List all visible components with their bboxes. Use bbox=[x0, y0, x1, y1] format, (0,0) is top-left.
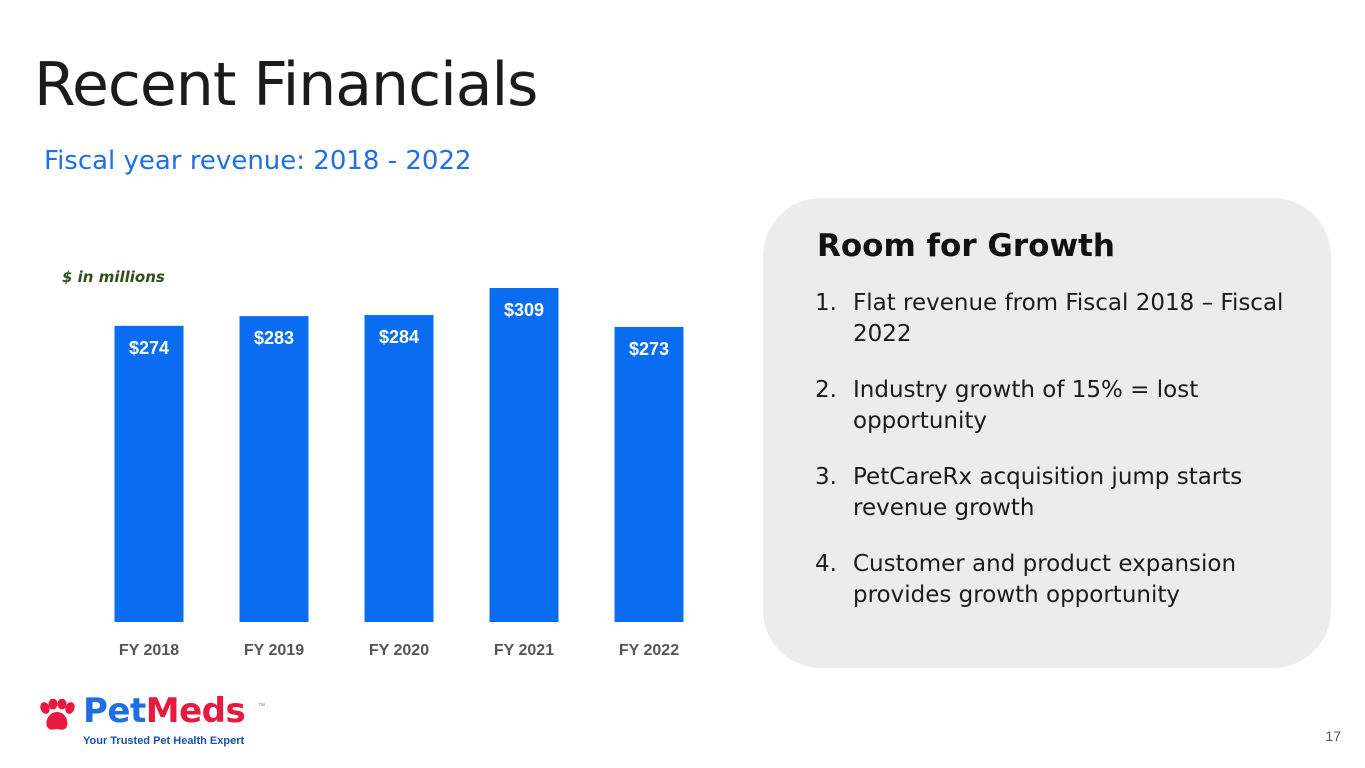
list-item-number: 2. bbox=[815, 377, 837, 403]
revenue-bar-chart-svg: $274 FY 2018 $283 FY 2019 $284 FY 2020 $309 FY … bbox=[114, 288, 684, 659]
list-item-text: Industry growth of 15% = lost opportunit… bbox=[853, 377, 1199, 434]
revenue-chart: $274 FY 2018 $283 FY 2019 $284 FY 2020 $309 FY … bbox=[50, 250, 730, 670]
bar-data-label: $309 bbox=[504, 300, 544, 320]
bar-data-label: $283 bbox=[254, 328, 294, 348]
x-tick-label: FY 2020 bbox=[369, 642, 429, 659]
petmeds-logo: PetMeds ™ Your Trusted Pet Health Expert bbox=[38, 691, 278, 751]
logo-wordmark-pet: Pet bbox=[83, 691, 146, 731]
x-tick-label: FY 2019 bbox=[244, 642, 304, 659]
list-item: 3. PetCareRx acquisition jump starts rev… bbox=[815, 462, 1285, 524]
slide-subtitle: Fiscal year revenue: 2018 - 2022 bbox=[44, 146, 472, 176]
chart-unit-note: $ in millions bbox=[62, 268, 165, 286]
bar-fy-2021 bbox=[489, 288, 559, 622]
x-tick-label: FY 2018 bbox=[119, 642, 179, 659]
growth-list: 1. Flat revenue from Fiscal 2018 – Fisca… bbox=[815, 288, 1285, 636]
page-number: 17 bbox=[1325, 728, 1341, 744]
x-tick-label: FY 2021 bbox=[494, 642, 554, 659]
list-item-number: 4. bbox=[815, 551, 837, 577]
bar-fy-2020 bbox=[364, 315, 434, 622]
logo-wordmark-meds: Meds bbox=[145, 691, 246, 731]
logo-trademark: ™ bbox=[258, 703, 265, 710]
bar-fy-2019 bbox=[239, 316, 309, 622]
list-item: 4. Customer and product expansion provid… bbox=[815, 549, 1285, 611]
bar-data-label: $273 bbox=[629, 339, 669, 359]
bar-data-label: $274 bbox=[129, 338, 169, 358]
list-item-text: PetCareRx acquisition jump starts revenu… bbox=[853, 464, 1243, 521]
slide-title: Recent Financials bbox=[34, 50, 538, 120]
list-item-number: 1. bbox=[815, 290, 837, 316]
bar-fy-2018 bbox=[114, 325, 184, 622]
logo-tagline: Your Trusted Pet Health Expert bbox=[83, 735, 245, 747]
logo-wordmark: PetMeds bbox=[83, 691, 246, 731]
panel-title: Room for Growth bbox=[817, 228, 1115, 264]
list-item-text: Flat revenue from Fiscal 2018 – Fiscal 2… bbox=[853, 290, 1284, 347]
bar-fy-2022 bbox=[614, 326, 684, 622]
list-item: 2. Industry growth of 15% = lost opportu… bbox=[815, 375, 1285, 437]
list-item: 1. Flat revenue from Fiscal 2018 – Fisca… bbox=[815, 288, 1285, 350]
list-item-text: Customer and product expansion provides … bbox=[853, 551, 1237, 608]
list-item-number: 3. bbox=[815, 464, 837, 490]
paw-icon bbox=[40, 699, 75, 730]
x-tick-label: FY 2022 bbox=[619, 642, 679, 659]
bar-data-label: $284 bbox=[379, 327, 419, 347]
room-for-growth-panel: Room for Growth 1. Flat revenue from Fis… bbox=[763, 198, 1331, 668]
